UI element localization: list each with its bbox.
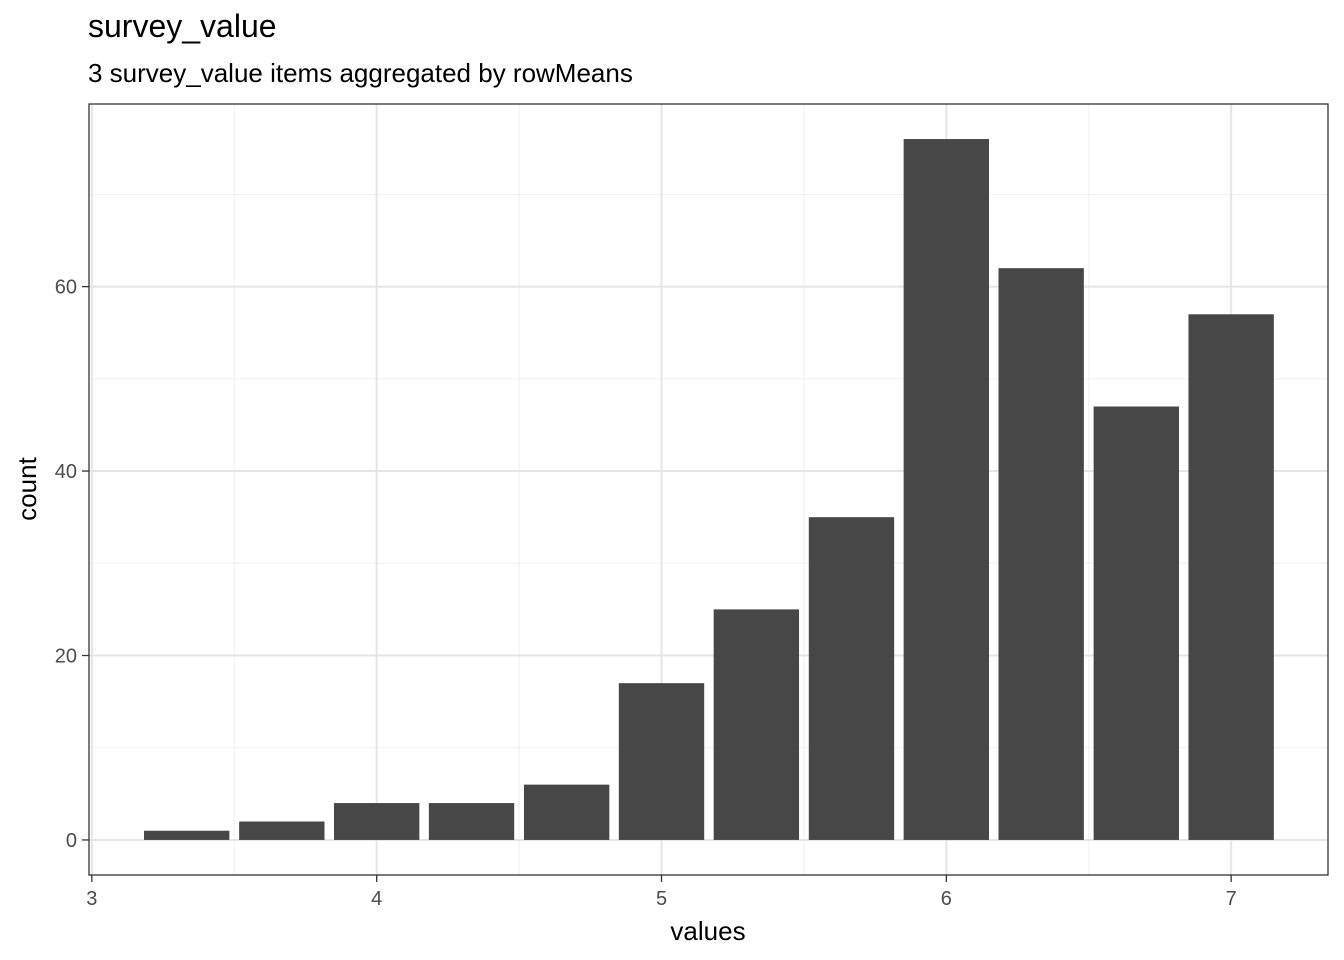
histogram-bar <box>1093 406 1179 840</box>
bars-group <box>144 139 1274 840</box>
y-tick-label: 20 <box>55 646 77 668</box>
chart-subtitle: 3 survey_value items aggregated by rowMe… <box>88 58 633 88</box>
plot-panel-border <box>88 103 1329 876</box>
histogram-bar <box>1188 314 1274 840</box>
histogram-bar <box>998 268 1084 840</box>
histogram-bar <box>713 609 800 840</box>
y-axis-title: count <box>12 456 42 520</box>
histogram-bar <box>618 683 705 840</box>
chart-title: survey_value <box>88 8 277 44</box>
histogram-bar <box>333 803 420 840</box>
x-tick-label: 4 <box>371 888 382 910</box>
histogram-bar <box>239 821 325 840</box>
y-tick-label: 0 <box>66 830 77 852</box>
x-tick-label: 7 <box>1226 888 1237 910</box>
histogram-bar <box>428 803 515 840</box>
y-tick-label: 60 <box>55 277 77 299</box>
histogram-bar <box>808 517 895 840</box>
histogram-bar <box>903 139 990 840</box>
x-tick-label: 3 <box>86 888 97 910</box>
histogram-bar <box>144 830 230 840</box>
y-axis: 0 20 40 60 <box>55 277 89 852</box>
x-axis-title: values <box>670 916 745 946</box>
histogram-bar <box>523 784 610 840</box>
x-tick-label: 6 <box>941 888 952 910</box>
y-tick-label: 40 <box>55 461 77 483</box>
x-axis: 3 4 5 6 7 <box>86 875 1237 910</box>
x-tick-label: 5 <box>656 888 667 910</box>
